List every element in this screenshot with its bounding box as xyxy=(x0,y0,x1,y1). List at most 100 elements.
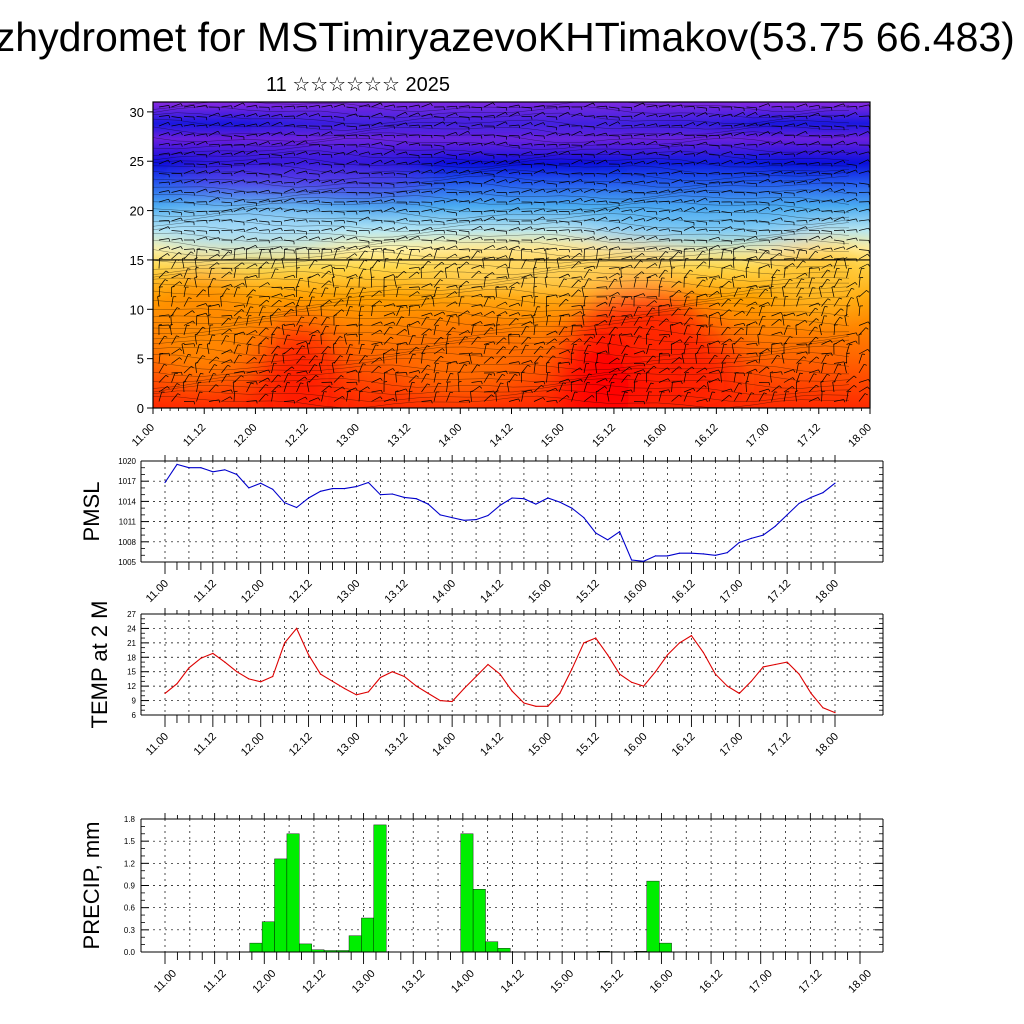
wind-barb xyxy=(508,345,516,355)
wind-barb xyxy=(683,180,694,184)
wind-barb-flag xyxy=(581,239,583,243)
wind-barb-flag xyxy=(757,333,761,335)
wind-barb-flag xyxy=(392,149,396,153)
wind-barb-flag xyxy=(431,154,433,158)
wind-barb-flag xyxy=(606,390,611,393)
wind-barb xyxy=(771,151,782,155)
wind-barb xyxy=(158,314,169,317)
wind-barb-flag xyxy=(768,239,770,244)
wind-barb xyxy=(608,334,613,345)
wind-barb xyxy=(796,372,801,383)
wind-barb xyxy=(721,226,731,231)
wind-barb xyxy=(821,298,829,307)
wind-barb xyxy=(496,141,507,146)
wind-barb-flag xyxy=(571,381,575,383)
wind-barb xyxy=(808,178,819,184)
wind-barb-flag xyxy=(631,314,633,318)
wind-barb-flag xyxy=(815,318,819,321)
wind-barb-flag xyxy=(356,144,358,148)
wind-barb xyxy=(233,334,236,345)
x-tick-label: 12.00 xyxy=(250,968,278,996)
wind-barb-flag xyxy=(590,336,594,339)
wind-barb xyxy=(771,125,782,127)
wind-barb-flag xyxy=(743,123,746,127)
wind-barb xyxy=(658,367,668,374)
wind-barb xyxy=(733,220,745,223)
wind-barb-flag xyxy=(306,135,308,139)
wind-barb xyxy=(358,216,369,222)
wind-barb-flag xyxy=(164,335,168,338)
wind-barb xyxy=(308,190,319,193)
wind-barb xyxy=(608,306,614,317)
wind-barb-flag xyxy=(492,102,496,106)
wind-barb-flag xyxy=(531,210,533,214)
wind-barb xyxy=(833,324,836,336)
wind-barb-flag xyxy=(801,278,805,281)
wind-barb-flag xyxy=(546,305,550,307)
wind-barb-flag xyxy=(493,134,496,138)
wind-barb xyxy=(383,303,394,307)
x-tick-label: 11.12 xyxy=(181,422,208,449)
wind-barb-flag xyxy=(571,352,575,354)
wind-barb-flag xyxy=(476,364,481,367)
wind-barb-flag xyxy=(368,104,371,108)
wind-barb-flag xyxy=(255,370,258,374)
wind-barb xyxy=(858,364,865,374)
wind-barb-flag xyxy=(466,261,470,265)
wind-barb-flag xyxy=(158,324,162,326)
wind-barb xyxy=(383,372,385,383)
wind-barb-flag xyxy=(681,239,683,243)
wind-barb-flag xyxy=(690,317,694,320)
wind-barb xyxy=(396,134,407,136)
wind-barb xyxy=(646,382,652,393)
wind-barb-flag xyxy=(318,208,321,212)
wind-barb xyxy=(433,391,437,402)
wind-barb-flag xyxy=(493,372,495,376)
wind-barb xyxy=(658,132,669,136)
wind-barb xyxy=(846,237,857,241)
wind-barb xyxy=(696,385,705,393)
wind-barb-flag xyxy=(278,384,282,388)
wind-barb xyxy=(858,182,869,185)
wind-barb xyxy=(383,172,395,174)
wind-barb xyxy=(583,133,594,136)
wind-barb-flag xyxy=(406,202,408,206)
x-tick-label: 14.00 xyxy=(436,422,464,450)
wind-barb xyxy=(346,160,356,165)
wind-barb xyxy=(846,268,850,279)
wind-barb xyxy=(771,106,782,108)
field-blob xyxy=(250,106,750,134)
x-tick-label: 17.12 xyxy=(795,422,823,450)
wind-barb xyxy=(258,207,269,212)
wind-barb-flag xyxy=(842,339,845,343)
wind-barb xyxy=(183,141,194,146)
wind-barb xyxy=(746,256,757,260)
wind-barb xyxy=(258,377,269,383)
wind-barb-flag xyxy=(296,286,300,288)
wind-barb-flag xyxy=(205,141,208,145)
wind-barb-flag xyxy=(743,192,745,196)
series-point xyxy=(236,473,238,476)
series-point xyxy=(583,517,585,519)
wind-barb xyxy=(458,169,469,174)
wind-barb-flag xyxy=(454,291,458,295)
wind-barb-flag xyxy=(630,226,633,229)
wind-barb-flag xyxy=(281,106,283,110)
wind-barb xyxy=(782,287,785,298)
wind-barb xyxy=(696,189,707,193)
x-tick-label: 16.12 xyxy=(697,968,725,996)
wind-barb-flag xyxy=(681,115,683,119)
wind-barb-flag xyxy=(256,105,258,109)
wind-barb xyxy=(158,190,169,193)
wind-barb-flag xyxy=(256,400,258,404)
wind-barb xyxy=(571,172,582,174)
wind-barb-flag xyxy=(364,355,368,358)
wind-barb-flag xyxy=(208,304,212,307)
wind-barb-flag xyxy=(431,125,433,129)
wind-barb xyxy=(571,344,575,355)
series-point xyxy=(714,673,717,675)
y-tick-label: 1.8 xyxy=(124,815,136,824)
wind-barb xyxy=(208,218,219,222)
wind-barb-flag xyxy=(546,362,550,364)
